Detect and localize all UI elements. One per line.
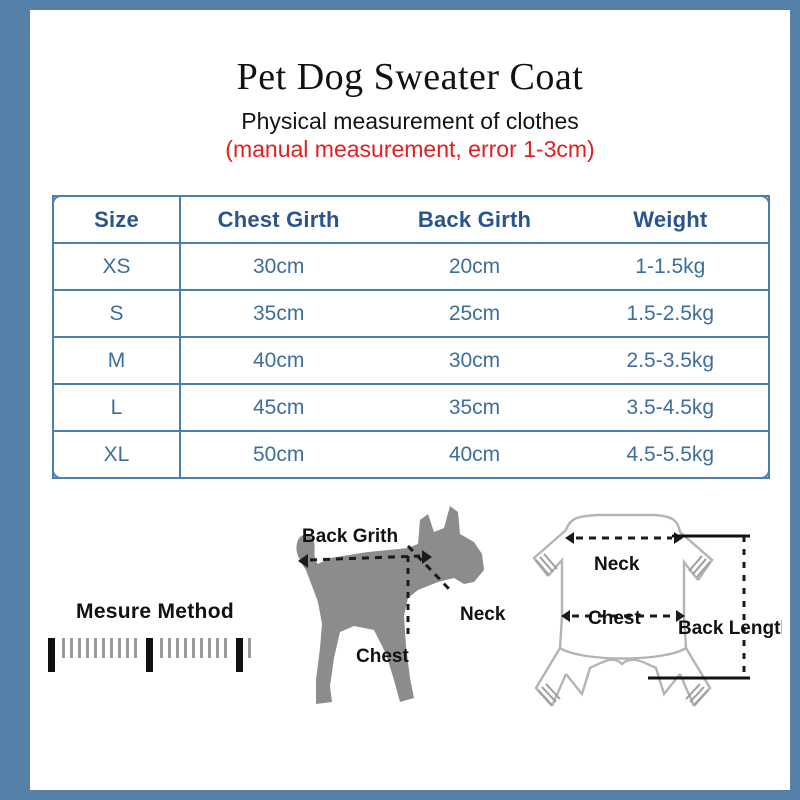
cell-chest-girth: 30cm xyxy=(180,242,377,290)
coat-outline-diagram: Neck Chest Back Length xyxy=(532,513,782,707)
size-chart-table: Size Chest Girth Back Girth Weight xyxy=(52,195,770,479)
measure-method-title: Mesure Method xyxy=(76,600,234,623)
page-subtitle: Physical measurement of clothes xyxy=(241,107,579,134)
ruler-graphic xyxy=(48,638,251,672)
cell-back-girth: 35cm xyxy=(376,383,573,431)
ruler-icon xyxy=(40,636,270,674)
cell-back-girth: 40cm xyxy=(376,430,573,478)
table-row: M 40cm 30cm 2.5-3.5kg xyxy=(53,336,769,384)
dog-silhouette-diagram: Back Grith Neck Chest xyxy=(296,506,506,704)
cell-back-girth: 30cm xyxy=(376,336,573,384)
table-header-cell-size: Size xyxy=(53,196,181,243)
cell-back-girth: 25cm xyxy=(376,289,573,337)
cell-size: S xyxy=(53,289,181,337)
size-chart-table-wrapper: Size Chest Girth Back Girth Weight xyxy=(52,195,770,479)
table-header-cell-chest-girth: Chest Girth xyxy=(217,206,340,232)
cell-size: XS xyxy=(53,242,181,290)
table-header-row: Size Chest Girth Back Girth Weight xyxy=(53,196,769,243)
measure-method-block: Mesure Method xyxy=(40,600,270,674)
cell-back-girth: 20cm xyxy=(376,242,573,290)
image-canvas: Pet Dog Sweater Coat Physical measuremen… xyxy=(30,10,790,790)
table-row: L 45cm 35cm 3.5-4.5kg xyxy=(53,383,769,431)
table-header-cell-back-girth: Back Girth xyxy=(417,206,532,232)
cell-size: M xyxy=(53,336,181,384)
dog-label-chest: Chest xyxy=(356,646,409,667)
cell-chest-girth: 40cm xyxy=(180,336,377,384)
coat-collar xyxy=(564,513,682,533)
header: Pet Dog Sweater Coat Physical measuremen… xyxy=(30,56,790,163)
coat-label-chest: Chest xyxy=(588,608,641,629)
coat-chest-dimension xyxy=(561,610,685,622)
coat-back-length-dimension xyxy=(648,534,750,680)
cell-weight: 2.5-3.5kg xyxy=(572,336,769,384)
coat-upper-body xyxy=(532,529,714,616)
page-title: Pet Dog Sweater Coat xyxy=(236,56,584,98)
table-row: S 35cm 25cm 1.5-2.5kg xyxy=(53,289,769,337)
cell-size: L xyxy=(53,383,181,431)
neck-dimension xyxy=(406,544,452,592)
dog-body-shape xyxy=(296,506,484,704)
dog-label-back-girth: Back Grith xyxy=(302,526,398,547)
cell-size: XL xyxy=(53,430,181,478)
cell-weight: 4.5-5.5kg xyxy=(572,430,769,478)
coat-neck-dimension xyxy=(565,532,683,544)
dog-label-neck: Neck xyxy=(460,604,506,625)
cell-weight: 1.5-2.5kg xyxy=(572,289,769,337)
coat-label-back-length: Back Length xyxy=(678,618,782,639)
table-row: XS 30cm 20cm 1-1.5kg xyxy=(53,242,769,290)
cell-chest-girth: 35cm xyxy=(180,289,377,337)
table-header-cell-weight: Weight xyxy=(633,206,708,232)
table-row: XL 50cm 40cm 4.5-5.5kg xyxy=(53,430,769,478)
coat-torso xyxy=(558,615,688,660)
measurement-diagram-area: Mesure Method xyxy=(30,480,790,770)
cell-chest-girth: 50cm xyxy=(180,430,377,478)
cell-weight: 3.5-4.5kg xyxy=(572,383,769,431)
back-girth-dimension xyxy=(298,550,432,568)
cell-weight: 1-1.5kg xyxy=(572,242,769,290)
measurement-note: (manual measurement, error 1-3cm) xyxy=(225,136,595,163)
coat-cuffs xyxy=(535,553,711,706)
cell-chest-girth: 45cm xyxy=(180,383,377,431)
coat-label-neck: Neck xyxy=(594,554,640,575)
